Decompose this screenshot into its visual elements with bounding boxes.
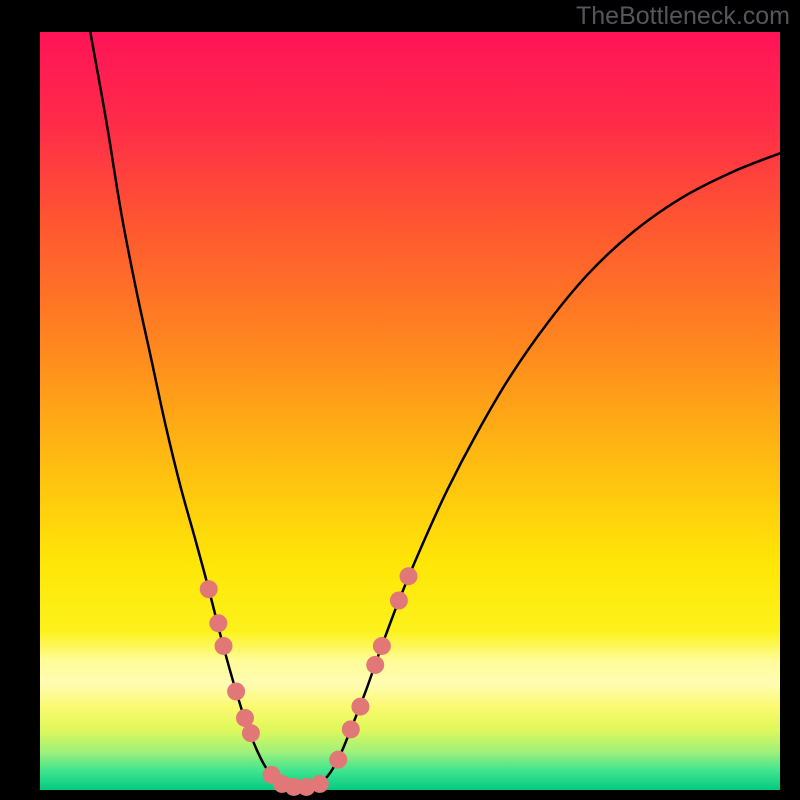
data-marker	[373, 637, 391, 655]
data-marker	[329, 751, 347, 769]
data-marker	[311, 775, 329, 793]
data-marker	[200, 580, 218, 598]
bottleneck-curve-chart	[0, 0, 800, 800]
watermark-text: TheBottleneck.com	[576, 2, 790, 31]
data-marker	[366, 656, 384, 674]
data-marker	[400, 567, 418, 585]
data-marker	[242, 724, 260, 742]
data-marker	[342, 720, 360, 738]
data-marker	[351, 698, 369, 716]
data-marker	[227, 682, 245, 700]
data-marker	[390, 592, 408, 610]
chart-container: TheBottleneck.com	[0, 0, 800, 800]
data-marker	[209, 614, 227, 632]
data-marker	[215, 637, 233, 655]
gradient-background	[40, 32, 780, 790]
